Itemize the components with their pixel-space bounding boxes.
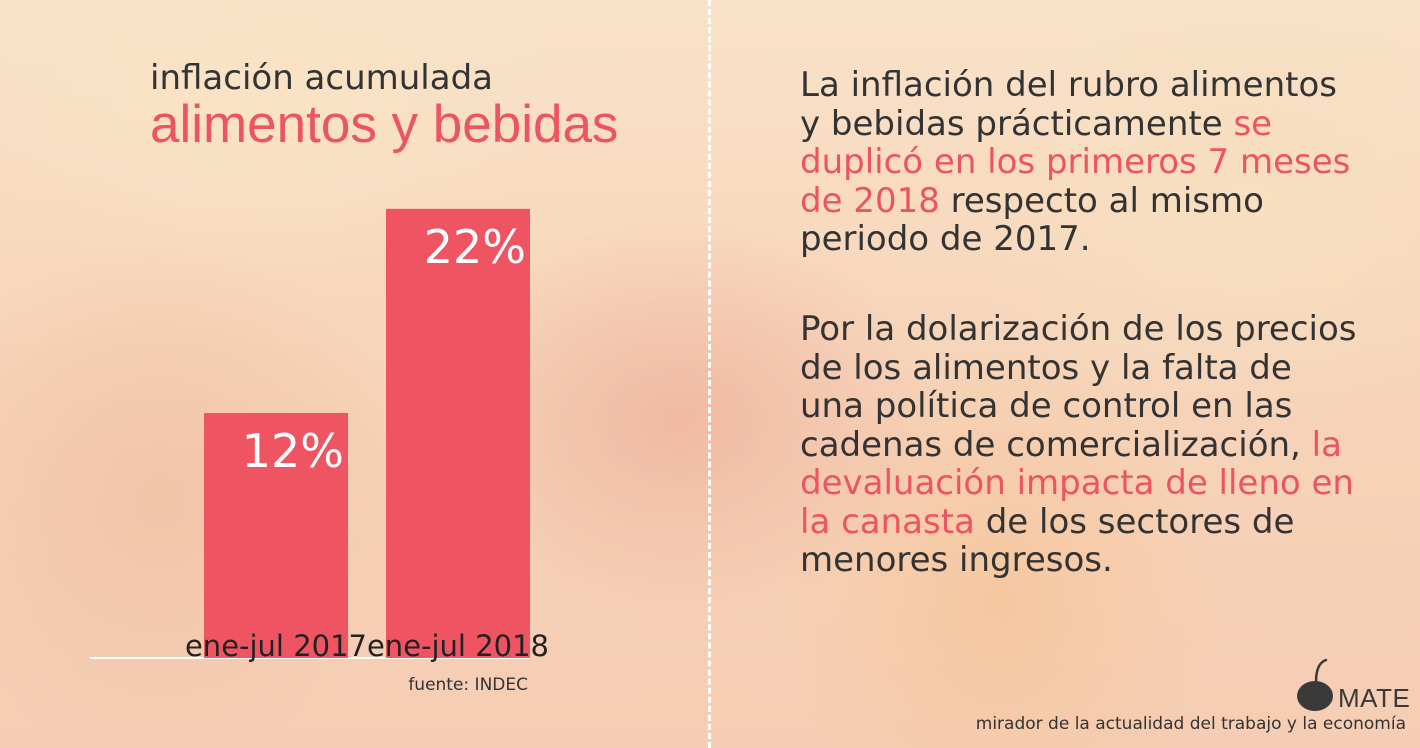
paragraph-2: Por la dolarización de los precios de lo… (800, 310, 1360, 580)
paragraph-2-highlight: la devaluación impacta de lleno en la ca… (800, 424, 1354, 542)
paragraph-2-text-end: de los sectores de menores ingresos. (800, 501, 1295, 580)
bar-2-value-label: 22% (424, 220, 526, 274)
logo-wordmark: MATE (1338, 683, 1411, 713)
logo-tagline: mirador de la actualidad del trabajo y l… (975, 714, 1406, 734)
bar-2 (386, 208, 530, 659)
paragraph-2-text: Por la dolarización de los precios de lo… (800, 309, 1357, 465)
bar-1-value-label: 12% (242, 424, 344, 478)
paragraph-1-text-end: respecto al mismo periodo de 2017. (800, 180, 1264, 259)
paragraph-1-highlight: se duplicó en los primeros 7 meses de 20… (800, 103, 1351, 221)
bar-1 (204, 413, 348, 658)
paragraph-1: La inflación del rubro alimentos y bebid… (800, 66, 1360, 259)
mate-gourd-icon (1297, 658, 1333, 711)
panel-divider (708, 0, 711, 748)
paragraph-1-text: La inflación del rubro alimentos y bebid… (800, 65, 1337, 144)
chart-title-line2: alimentos y bebidas (150, 95, 619, 154)
category-label-2: ene-jul 2018 (367, 629, 549, 663)
category-label-1: ene-jul 2017 (185, 629, 367, 663)
bar-chart: 12% ene-jul 2017 22% ene-jul 2018 (90, 208, 549, 663)
chart-title-line1: inflación acumulada (150, 58, 493, 98)
source-note: fuente: INDEC (408, 675, 528, 695)
